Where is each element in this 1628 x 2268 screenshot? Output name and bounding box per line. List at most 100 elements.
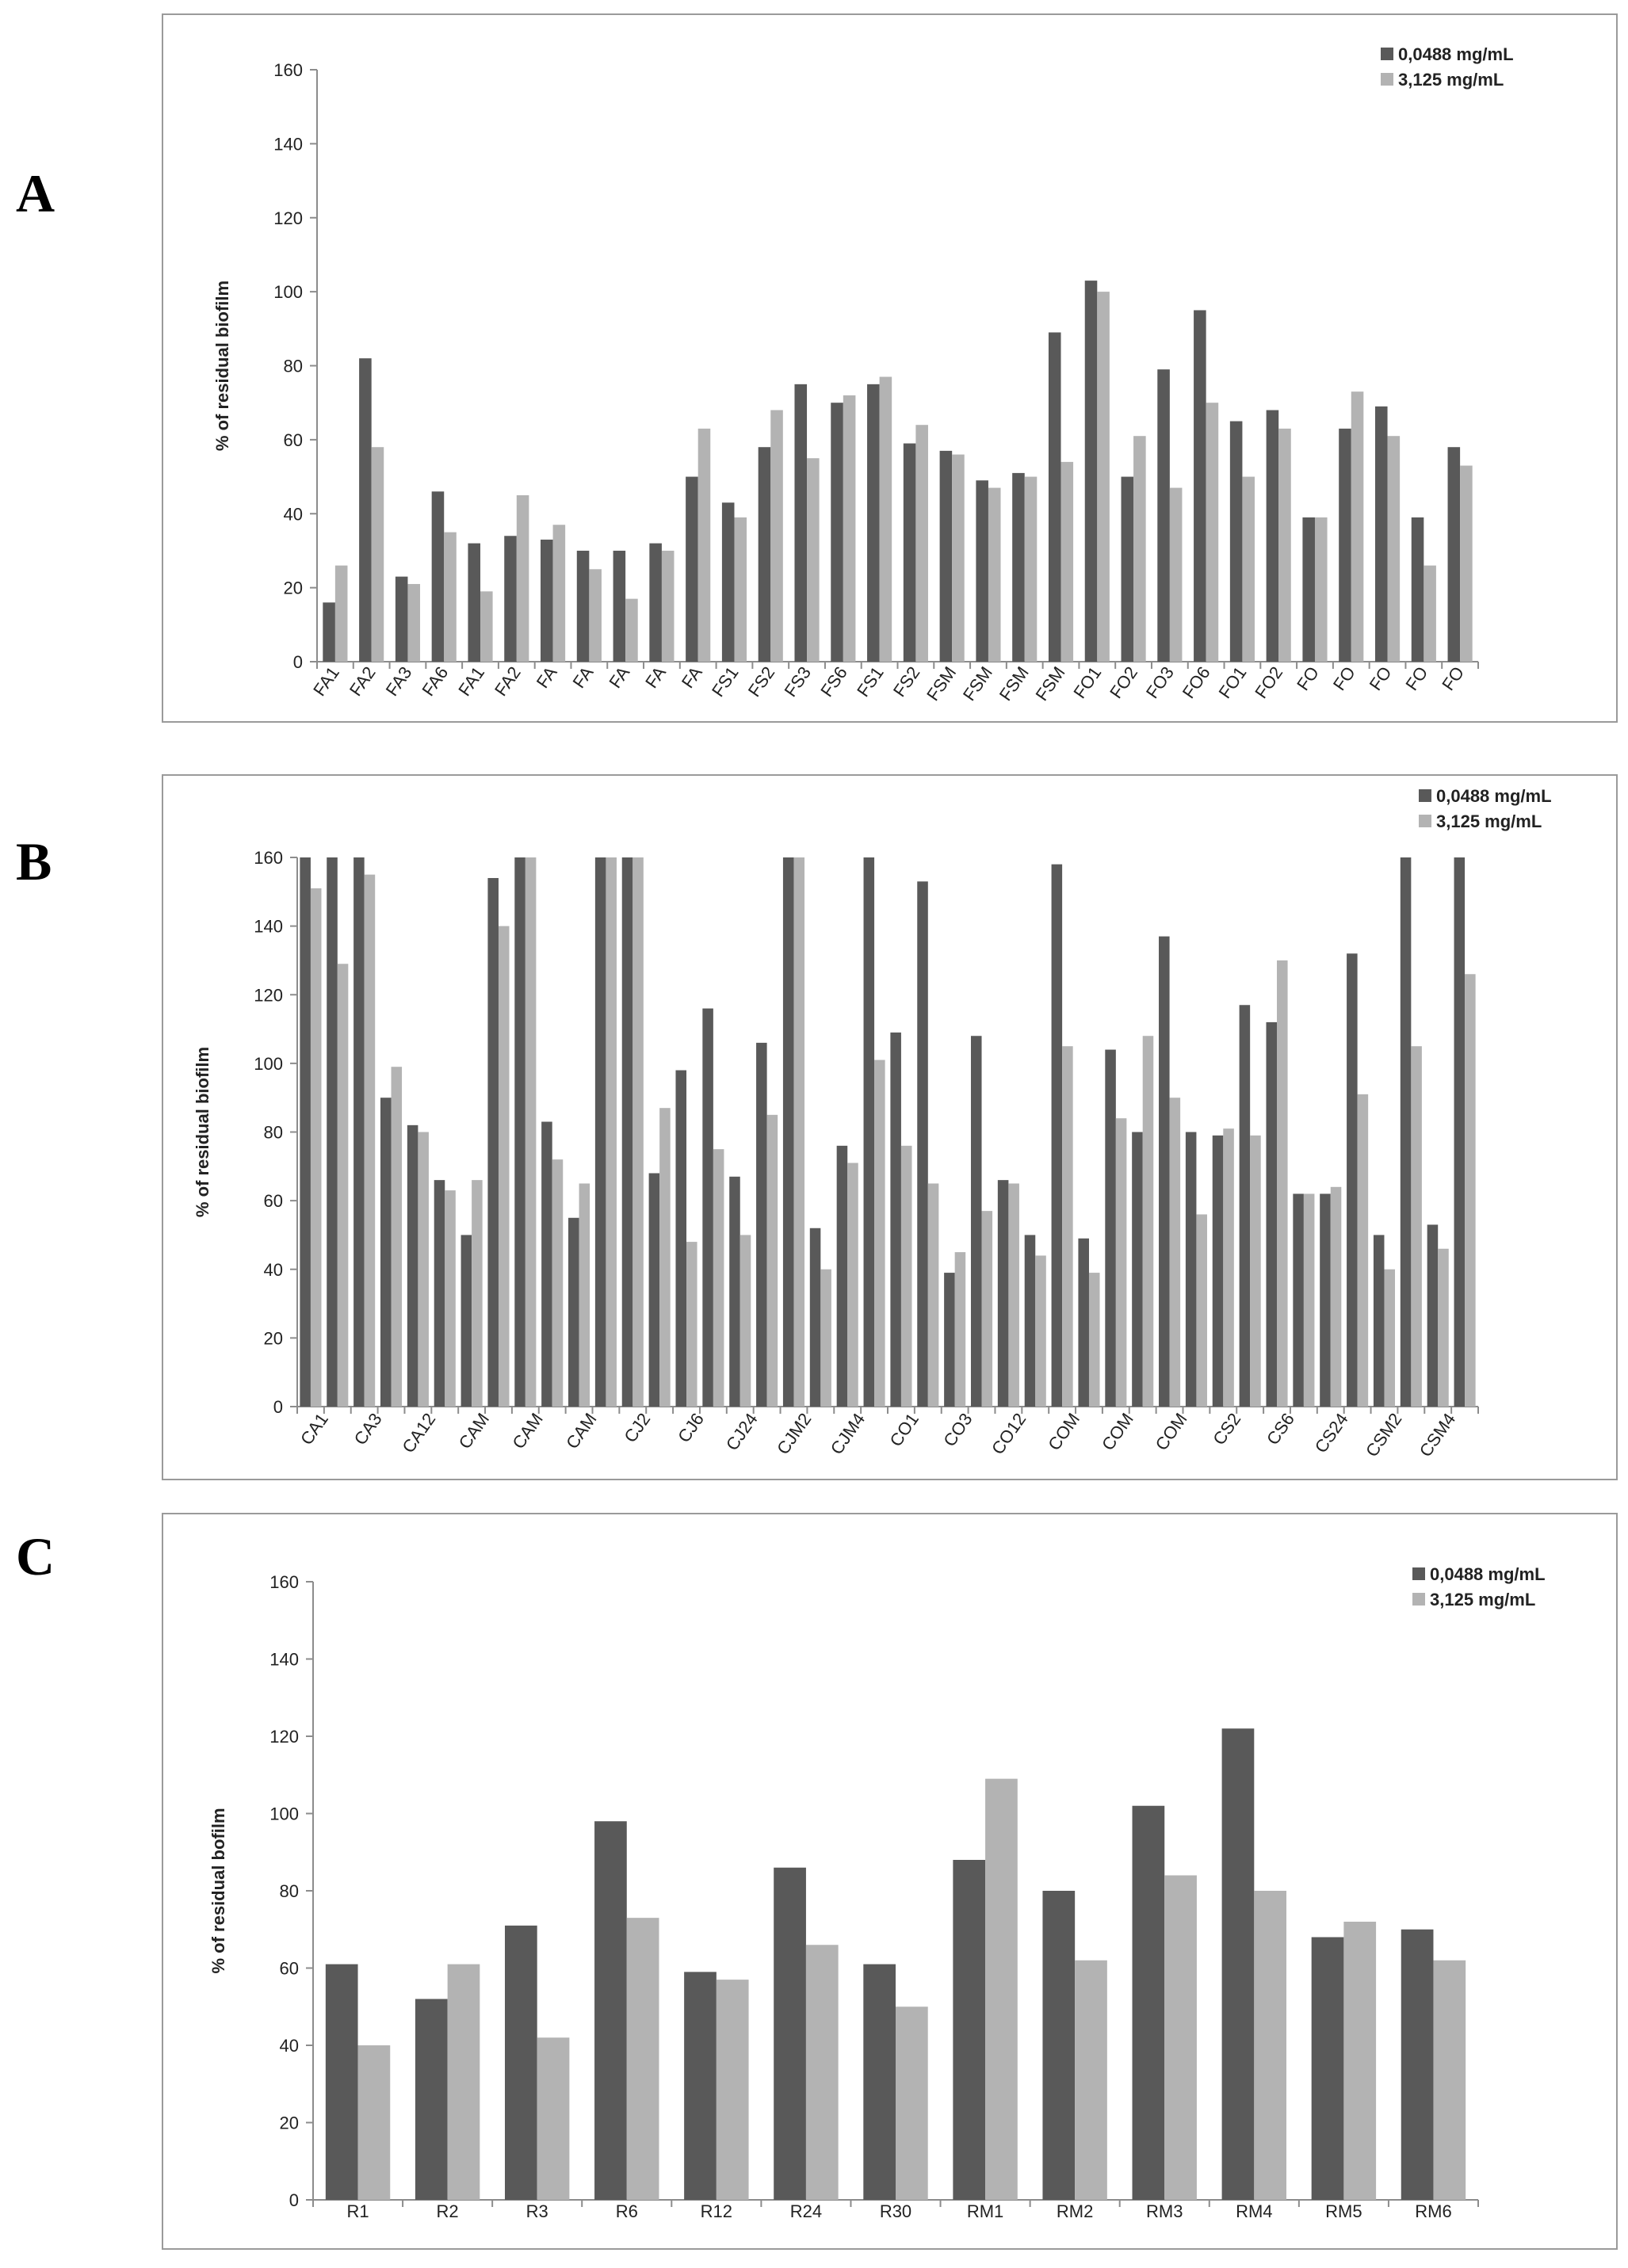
- bar-s1-12: [594, 857, 606, 1407]
- bar-s1-12: [721, 502, 735, 662]
- legend-swatch-2: [1412, 1593, 1425, 1606]
- bar-s1-41: [1373, 1235, 1385, 1407]
- y-tick-label: 20: [264, 1328, 283, 1348]
- bar-s1-38: [1293, 1193, 1304, 1407]
- bar-s1-23: [890, 1032, 901, 1407]
- bar-s2-35: [1223, 1128, 1234, 1407]
- x-category-label: RM6: [1415, 2201, 1451, 2221]
- bar-s1-36: [1239, 1005, 1251, 1407]
- bar-s2-12: [734, 517, 747, 662]
- x-category-label: RM4: [1236, 2201, 1272, 2221]
- bar-s2-39: [1330, 1186, 1342, 1407]
- bar-s2-13: [1433, 1960, 1466, 2200]
- legend-swatch-2: [1419, 815, 1431, 827]
- bar-s2-9: [625, 598, 638, 662]
- bar-s1-5: [407, 1124, 418, 1407]
- bar-s2-2: [337, 964, 349, 1407]
- bar-s1-32: [1447, 447, 1461, 662]
- bar-s1-31: [1105, 1049, 1116, 1407]
- bar-s2-17: [739, 1235, 751, 1407]
- y-axis-title: % of residual bofilm: [208, 1808, 228, 1973]
- bar-s2-25: [954, 1252, 966, 1407]
- bar-s2-10: [552, 1159, 564, 1407]
- bar-s1-26: [1229, 421, 1243, 662]
- bar-s2-26: [981, 1211, 993, 1407]
- bar-s1-8: [953, 1860, 986, 2200]
- bar-s1-23: [1121, 476, 1134, 662]
- bar-s1-5: [684, 1972, 717, 2200]
- bar-s1-6: [774, 1867, 806, 2200]
- bar-s2-44: [1465, 974, 1476, 1407]
- y-tick-label: 160: [273, 60, 303, 80]
- x-category-label: RM1: [967, 2201, 1003, 2221]
- bar-s2-1: [310, 888, 322, 1407]
- bar-s2-15: [843, 395, 856, 662]
- bar-s2-6: [516, 494, 529, 662]
- bar-s1-29: [1339, 428, 1351, 662]
- panel-letter-b: B: [16, 831, 52, 892]
- y-tick-label: 100: [254, 1054, 283, 1074]
- bar-s1-22: [863, 857, 875, 1407]
- x-category-label: R30: [880, 2201, 911, 2221]
- bar-s1-29: [1051, 864, 1063, 1407]
- bar-s2-31: [1424, 565, 1436, 662]
- bar-s2-1: [334, 565, 348, 662]
- bar-s2-10: [1164, 1875, 1197, 2200]
- bar-s1-13: [621, 857, 633, 1407]
- bar-s2-28: [1314, 517, 1328, 662]
- bar-s2-23: [1133, 436, 1146, 662]
- bar-s1-19: [976, 480, 988, 662]
- bar-s1-20: [809, 1228, 821, 1407]
- bar-s2-31: [1115, 1118, 1127, 1407]
- bar-s2-7: [472, 1180, 483, 1407]
- bar-s1-4: [380, 1098, 392, 1407]
- bar-s2-19: [988, 487, 1001, 662]
- bar-s1-32: [1132, 1132, 1143, 1407]
- bar-s2-33: [1169, 1098, 1181, 1407]
- bar-s2-15: [686, 1242, 697, 1407]
- bar-s2-42: [1411, 1046, 1422, 1407]
- bar-s2-8: [589, 569, 602, 662]
- bar-s1-24: [917, 881, 928, 1407]
- bar-s1-5: [468, 543, 481, 662]
- bar-s1-13: [758, 447, 771, 662]
- bar-s1-4: [594, 1821, 627, 2200]
- y-tick-label: 60: [264, 1191, 283, 1211]
- bar-s1-27: [997, 1180, 1009, 1407]
- bar-s2-20: [820, 1269, 831, 1407]
- bar-s2-29: [1062, 1046, 1073, 1407]
- bar-s2-7: [552, 525, 566, 662]
- bar-s2-21: [847, 1163, 858, 1407]
- bar-s2-4: [444, 532, 457, 662]
- bar-s2-14: [659, 1108, 671, 1407]
- bar-s1-6: [434, 1180, 445, 1407]
- bar-s1-15: [831, 403, 843, 662]
- bar-s2-4: [391, 1067, 403, 1407]
- bar-s1-1: [325, 1964, 358, 2200]
- bar-s1-16: [702, 1008, 713, 1407]
- bar-s2-14: [807, 458, 820, 662]
- bar-s2-6: [445, 1190, 456, 1407]
- bar-s1-8: [576, 550, 590, 662]
- bar-s2-5: [418, 1132, 429, 1407]
- bar-s2-10: [661, 550, 675, 662]
- bar-s2-22: [874, 1060, 885, 1407]
- legend-label-2: 3,125 mg/mL: [1430, 1590, 1535, 1609]
- bar-s2-21: [1060, 461, 1074, 662]
- y-tick-label: 140: [273, 134, 303, 154]
- bar-s1-43: [1427, 1224, 1439, 1407]
- bar-s1-44: [1454, 857, 1466, 1407]
- bar-s2-9: [1075, 1960, 1107, 2200]
- bar-s1-14: [648, 1173, 660, 1407]
- bar-s1-28: [1024, 1235, 1036, 1407]
- bar-s1-37: [1266, 1021, 1278, 1407]
- x-category-label: RM3: [1146, 2201, 1183, 2221]
- bar-s2-9: [525, 857, 537, 1407]
- bar-s2-43: [1438, 1248, 1449, 1407]
- y-tick-label: 140: [254, 917, 283, 937]
- bar-s2-4: [626, 1918, 659, 2200]
- bar-s1-3: [353, 857, 365, 1407]
- x-category-label: R6: [616, 2201, 638, 2221]
- bar-s1-22: [1084, 281, 1098, 662]
- bar-s1-24: [1157, 369, 1170, 662]
